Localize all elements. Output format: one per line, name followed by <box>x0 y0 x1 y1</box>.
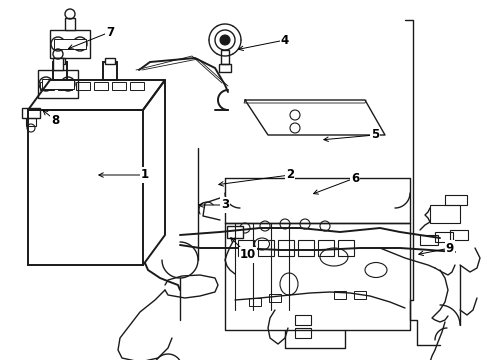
Bar <box>38 70 78 98</box>
Text: 1: 1 <box>141 168 149 181</box>
Bar <box>130 82 143 90</box>
Bar <box>94 82 108 90</box>
Bar <box>294 328 310 338</box>
Bar <box>221 50 228 64</box>
Bar <box>297 240 313 256</box>
Bar <box>258 240 273 256</box>
Bar <box>434 232 452 242</box>
Bar <box>26 118 36 126</box>
Text: 10: 10 <box>240 248 256 261</box>
Text: 8: 8 <box>51 113 59 126</box>
Bar <box>55 58 65 64</box>
Bar <box>53 58 63 70</box>
Bar <box>317 240 333 256</box>
Bar <box>429 205 459 223</box>
Bar <box>219 64 230 72</box>
Text: 7: 7 <box>106 26 114 39</box>
Bar <box>112 82 126 90</box>
Text: 2: 2 <box>285 168 293 181</box>
Bar <box>22 108 40 118</box>
Bar <box>268 294 281 302</box>
Text: 5: 5 <box>370 129 378 141</box>
Bar <box>353 291 365 299</box>
Bar <box>419 235 437 245</box>
Bar <box>53 62 67 80</box>
Bar <box>50 30 90 58</box>
Circle shape <box>220 35 229 45</box>
Bar <box>65 18 75 30</box>
Bar <box>40 82 54 90</box>
Bar <box>449 230 467 240</box>
Bar <box>337 240 353 256</box>
Bar <box>54 39 86 49</box>
Bar <box>294 315 310 325</box>
Bar <box>103 62 117 80</box>
Bar <box>238 240 253 256</box>
Bar <box>278 240 293 256</box>
Bar <box>444 195 466 205</box>
Bar <box>58 82 72 90</box>
Bar <box>28 110 142 265</box>
Bar <box>226 226 243 238</box>
Text: 3: 3 <box>221 198 228 211</box>
Bar <box>105 58 115 64</box>
Bar <box>333 291 346 299</box>
Bar <box>76 82 90 90</box>
Text: 6: 6 <box>350 171 358 184</box>
Text: 9: 9 <box>445 242 453 255</box>
Bar <box>42 79 74 89</box>
Text: 4: 4 <box>280 33 288 46</box>
Bar <box>248 298 261 306</box>
